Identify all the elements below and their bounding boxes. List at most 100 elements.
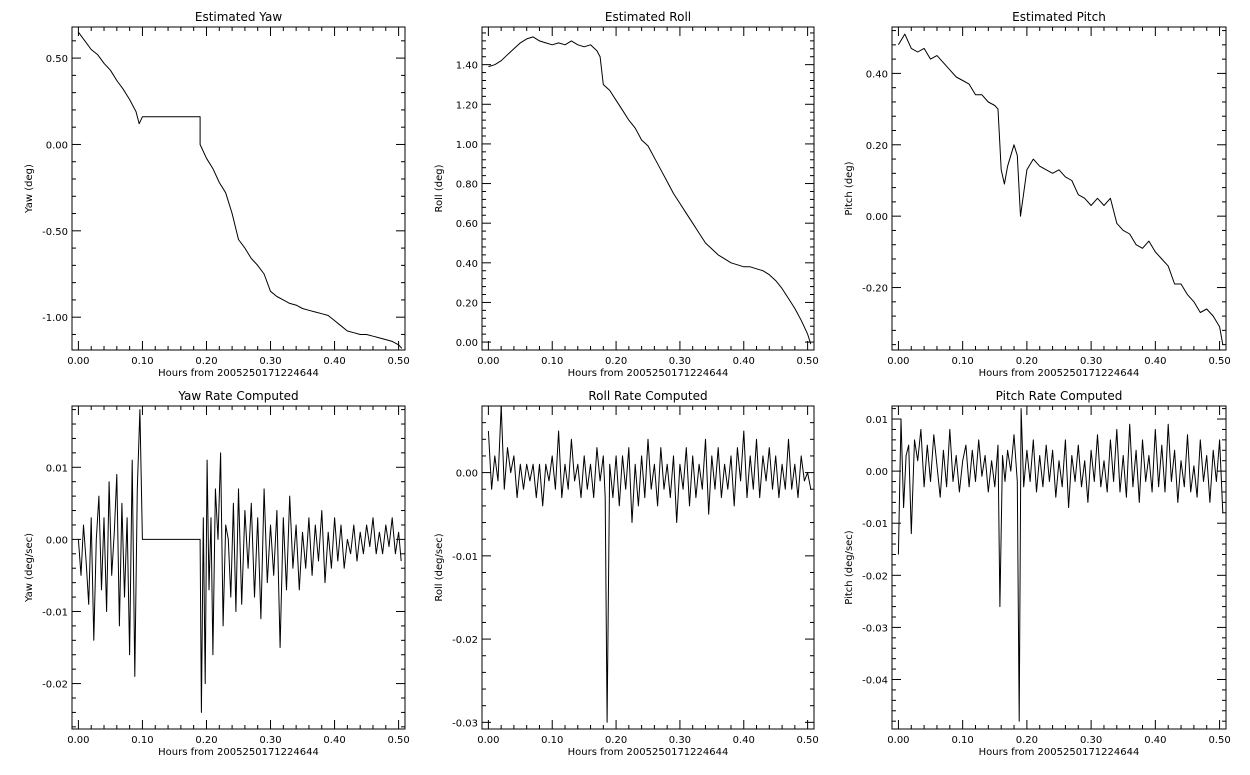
chart-pitch-rate-computed: 0.00 0.10 0.20 0.30 0.40 0.50 0.01 0.00 -0.01 -0.…: [832, 387, 1250, 775]
chart-title: Estimated Roll: [605, 10, 691, 24]
x-tick-label: 0.40: [1144, 735, 1166, 746]
x-tick-label: 0.50: [387, 735, 409, 746]
chart-svg: 0.00 0.10 0.20 0.30 0.40 0.50 0.50 0.00 -0.50 -1.…: [24, 10, 410, 379]
y-tick-label: 0.20: [866, 141, 888, 152]
y-tick-label: 0.50: [46, 54, 68, 65]
chart-estimated-yaw: 0.00 0.10 0.20 0.30 0.40 0.50 0.50 0.00 -0.50 -1.…: [0, 0, 416, 387]
y-tick-label: -0.04: [862, 676, 888, 687]
y-tick-label: 1.20: [456, 100, 478, 111]
series-line: [897, 33, 1224, 345]
y-tick-label: 0.20: [456, 298, 478, 309]
x-tick-label: 0.40: [323, 356, 345, 367]
y-tick-label: 0.60: [456, 219, 478, 230]
x-tick-label: 0.30: [669, 735, 691, 746]
y-tick-label: -0.20: [862, 284, 888, 295]
y-tick-label: 0.40: [866, 69, 888, 80]
chart-title: Estimated Yaw: [195, 10, 282, 24]
chart-estimated-pitch: 0.00 0.10 0.20 0.30 0.40 0.50 0.40 0.20 0.00 -0.2…: [832, 0, 1250, 387]
x-tick-label: 0.30: [1080, 356, 1102, 367]
x-tick-label: 0.10: [952, 356, 974, 367]
x-axis-label: Hours from 2005250171224644: [568, 368, 729, 379]
y-tick-label: 0.01: [866, 415, 888, 426]
x-tick-label: 0.10: [541, 735, 563, 746]
y-tick-label: -0.03: [452, 718, 478, 729]
plot-frame: [71, 405, 406, 730]
y-tick-label: -0.02: [42, 680, 68, 691]
y-tick-label: -0.01: [862, 519, 888, 530]
y-axis-label: Pitch (deg/sec): [844, 530, 855, 605]
y-axis-label: Roll (deg/sec): [434, 533, 445, 601]
plot-frame: [891, 26, 1227, 351]
y-axis-label: Yaw (deg/sec): [24, 533, 35, 603]
x-tick-label: 0.00: [67, 735, 89, 746]
y-tick-label: -0.01: [42, 607, 68, 618]
x-tick-label: 0.20: [1016, 356, 1038, 367]
chart-svg: 0.00 0.10 0.20 0.30 0.40 0.50 0.01 0.00 -0.01 -0.…: [24, 389, 410, 758]
y-tick-label: 0.00: [456, 469, 478, 480]
x-axis-label: Hours from 2005250171224644: [979, 368, 1140, 379]
x-tick-label: 0.40: [1144, 356, 1166, 367]
y-tick-label: 0.00: [456, 338, 478, 349]
series-line: [487, 406, 812, 723]
x-tick-label: 0.10: [131, 735, 153, 746]
y-tick-label: 0.00: [46, 535, 68, 546]
y-axis-label: Pitch (deg): [844, 161, 855, 215]
series-line: [77, 31, 403, 349]
x-tick-label: 0.10: [541, 356, 563, 367]
x-axis-label: Hours from 2005250171224644: [568, 747, 729, 758]
chart-title: Yaw Rate Computed: [177, 389, 298, 403]
chart-svg: 0.00 0.10 0.20 0.30 0.40 0.50 0.00 -0.01 -0.02 -0…: [434, 389, 819, 758]
chart-svg: 0.00 0.10 0.20 0.30 0.40 0.50 0.40 0.20 0.00 -0.2…: [844, 10, 1231, 379]
y-tick-label: 0.40: [456, 259, 478, 270]
plot-frame: [481, 405, 815, 730]
chart-roll-rate-computed: 0.00 0.10 0.20 0.30 0.40 0.50 0.00 -0.01 -0.02 -0…: [416, 387, 832, 775]
y-tick-label: -0.01: [452, 552, 478, 563]
x-axis-label: Hours from 2005250171224644: [979, 747, 1140, 758]
y-tick-label: 0.01: [46, 463, 68, 474]
x-tick-label: 0.50: [796, 356, 818, 367]
series-line: [488, 36, 812, 345]
series-line: [77, 409, 402, 713]
y-axis-label: Roll (deg): [434, 164, 445, 212]
y-tick-label: -0.50: [42, 227, 68, 238]
x-axis-label: Hours from 2005250171224644: [158, 747, 319, 758]
x-tick-label: 0.00: [67, 356, 89, 367]
x-tick-label: 0.20: [195, 356, 217, 367]
y-tick-label: 1.40: [456, 61, 478, 72]
y-tick-label: 0.00: [46, 140, 68, 151]
plot-frame: [891, 405, 1227, 730]
chart-estimated-roll: 0.00 0.10 0.20 0.30 0.40 0.50 0.00 0.20 0.40 0.60…: [416, 0, 832, 387]
x-tick-label: 0.20: [195, 735, 217, 746]
x-tick-label: 0.50: [796, 735, 818, 746]
y-tick-label: 0.00: [866, 467, 888, 478]
x-tick-label: 0.50: [387, 356, 409, 367]
chart-title: Estimated Pitch: [1012, 10, 1106, 24]
x-tick-label: 0.40: [733, 735, 755, 746]
x-tick-label: 0.30: [259, 735, 281, 746]
x-tick-label: 0.00: [887, 356, 909, 367]
x-tick-label: 0.50: [1208, 356, 1230, 367]
x-tick-label: 0.50: [1208, 735, 1230, 746]
y-tick-label: 0.80: [456, 180, 478, 191]
x-tick-label: 0.20: [605, 356, 627, 367]
y-tick-label: 1.00: [456, 140, 478, 151]
x-axis-label: Hours from 2005250171224644: [158, 368, 319, 379]
plot-frame: [71, 26, 406, 351]
x-tick-label: 0.20: [605, 735, 627, 746]
x-tick-label: 0.10: [952, 735, 974, 746]
x-tick-label: 0.20: [1016, 735, 1038, 746]
x-tick-label: 0.00: [887, 735, 909, 746]
x-tick-label: 0.30: [669, 356, 691, 367]
y-tick-label: 0.00: [866, 212, 888, 223]
y-tick-label: -0.03: [862, 623, 888, 634]
x-tick-label: 0.40: [733, 356, 755, 367]
chart-title: Pitch Rate Computed: [996, 389, 1123, 403]
x-tick-label: 0.00: [477, 356, 499, 367]
x-tick-label: 0.10: [131, 356, 153, 367]
y-tick-label: -0.02: [862, 571, 888, 582]
y-tick-label: -0.02: [452, 635, 478, 646]
chart-svg: 0.00 0.10 0.20 0.30 0.40 0.50 0.01 0.00 -0.01 -0.…: [844, 389, 1231, 758]
x-tick-label: 0.00: [477, 735, 499, 746]
x-tick-label: 0.40: [323, 735, 345, 746]
x-tick-label: 0.30: [259, 356, 281, 367]
